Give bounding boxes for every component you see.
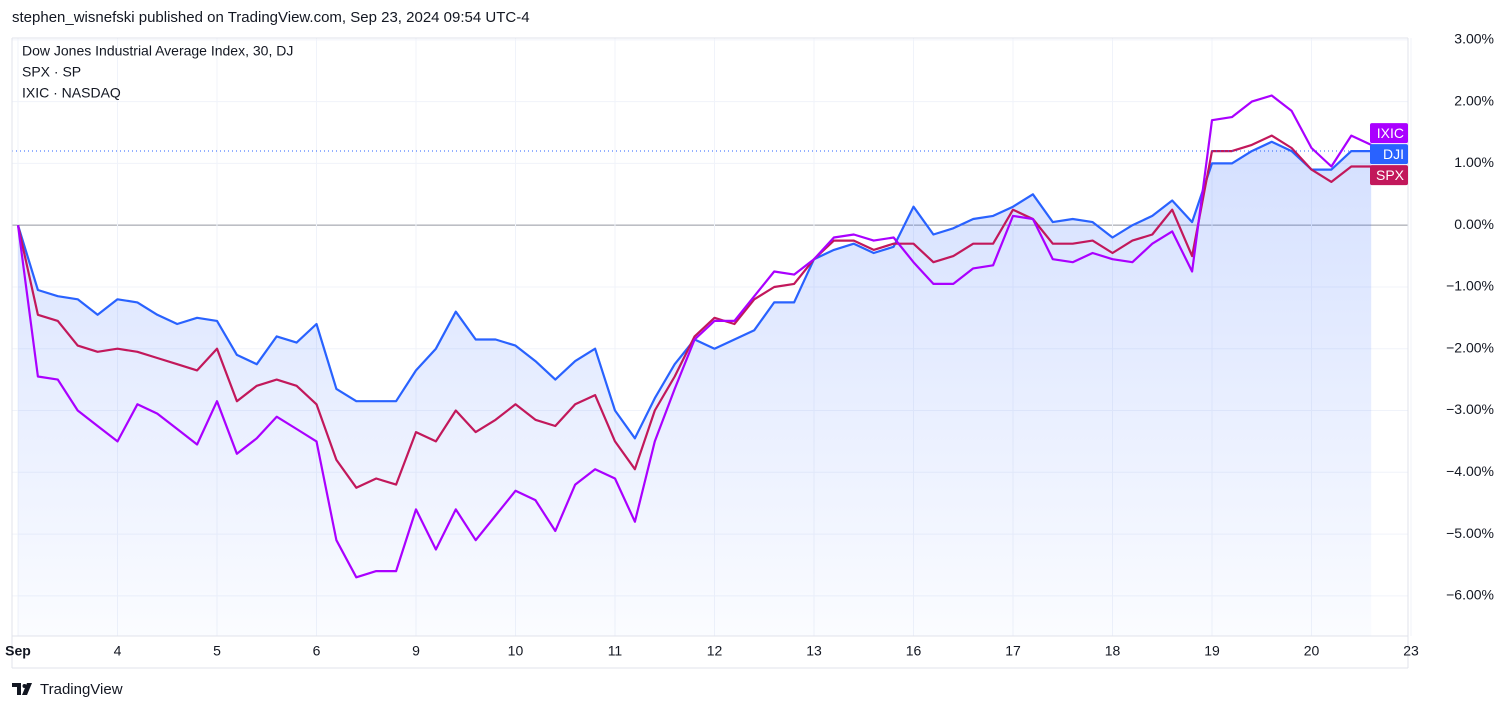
y-tick-label: 2.00%: [1454, 92, 1494, 108]
x-tick-label: 9: [412, 643, 420, 659]
logo: [12, 683, 32, 695]
y-tick-label: −5.00%: [1446, 525, 1494, 541]
y-tick-label: 1.00%: [1454, 154, 1494, 170]
x-tick-label: 12: [707, 643, 723, 659]
x-tick-label: 5: [213, 643, 221, 659]
price-tag-label: IXIC: [1377, 125, 1404, 141]
y-tick-label: −6.00%: [1446, 587, 1494, 603]
x-tick-label: 11: [608, 643, 623, 659]
x-tick-label: 20: [1304, 643, 1320, 659]
x-tick-label: 23: [1403, 643, 1419, 659]
price-tag-label: DJI: [1383, 146, 1404, 162]
series-line: [16, 94, 1372, 579]
legend-entry: SPX · SP: [22, 64, 81, 80]
legend-entry: Dow Jones Industrial Average Index, 30, …: [22, 43, 293, 59]
y-tick-label: −4.00%: [1446, 463, 1494, 479]
series-line: [16, 134, 1372, 489]
x-tick-label: 10: [508, 643, 524, 659]
price-tag: [1370, 165, 1408, 186]
x-tick-label: 13: [806, 643, 822, 659]
price-tag-label: SPX: [1376, 167, 1405, 183]
y-tick-label: −2.00%: [1446, 339, 1494, 355]
y-tick-label: −3.00%: [1446, 401, 1494, 417]
x-tick-label: 4: [114, 643, 122, 659]
x-tick-label: Sep: [5, 643, 31, 659]
x-tick-label: 17: [1005, 643, 1021, 659]
area: [17, 141, 1372, 636]
y-tick-label: 0.00%: [1454, 216, 1494, 232]
series-group: [16, 94, 1372, 636]
legend-entry: IXIC · NASDAQ: [22, 85, 121, 101]
price-tag: [1370, 123, 1408, 144]
plot: [12, 38, 1412, 636]
x-tick-label: 16: [906, 643, 922, 659]
header: stephen_wisnefski published on TradingVi…: [12, 9, 530, 26]
y-tick-label: 3.00%: [1454, 31, 1494, 47]
x-tick-label: 19: [1204, 643, 1220, 659]
x-tick-label: 6: [313, 643, 321, 659]
x-tick-label: 18: [1105, 643, 1121, 659]
price-tag: [1370, 144, 1408, 165]
y-tick-label: −1.00%: [1446, 278, 1494, 294]
brand: TradingView: [40, 681, 123, 698]
